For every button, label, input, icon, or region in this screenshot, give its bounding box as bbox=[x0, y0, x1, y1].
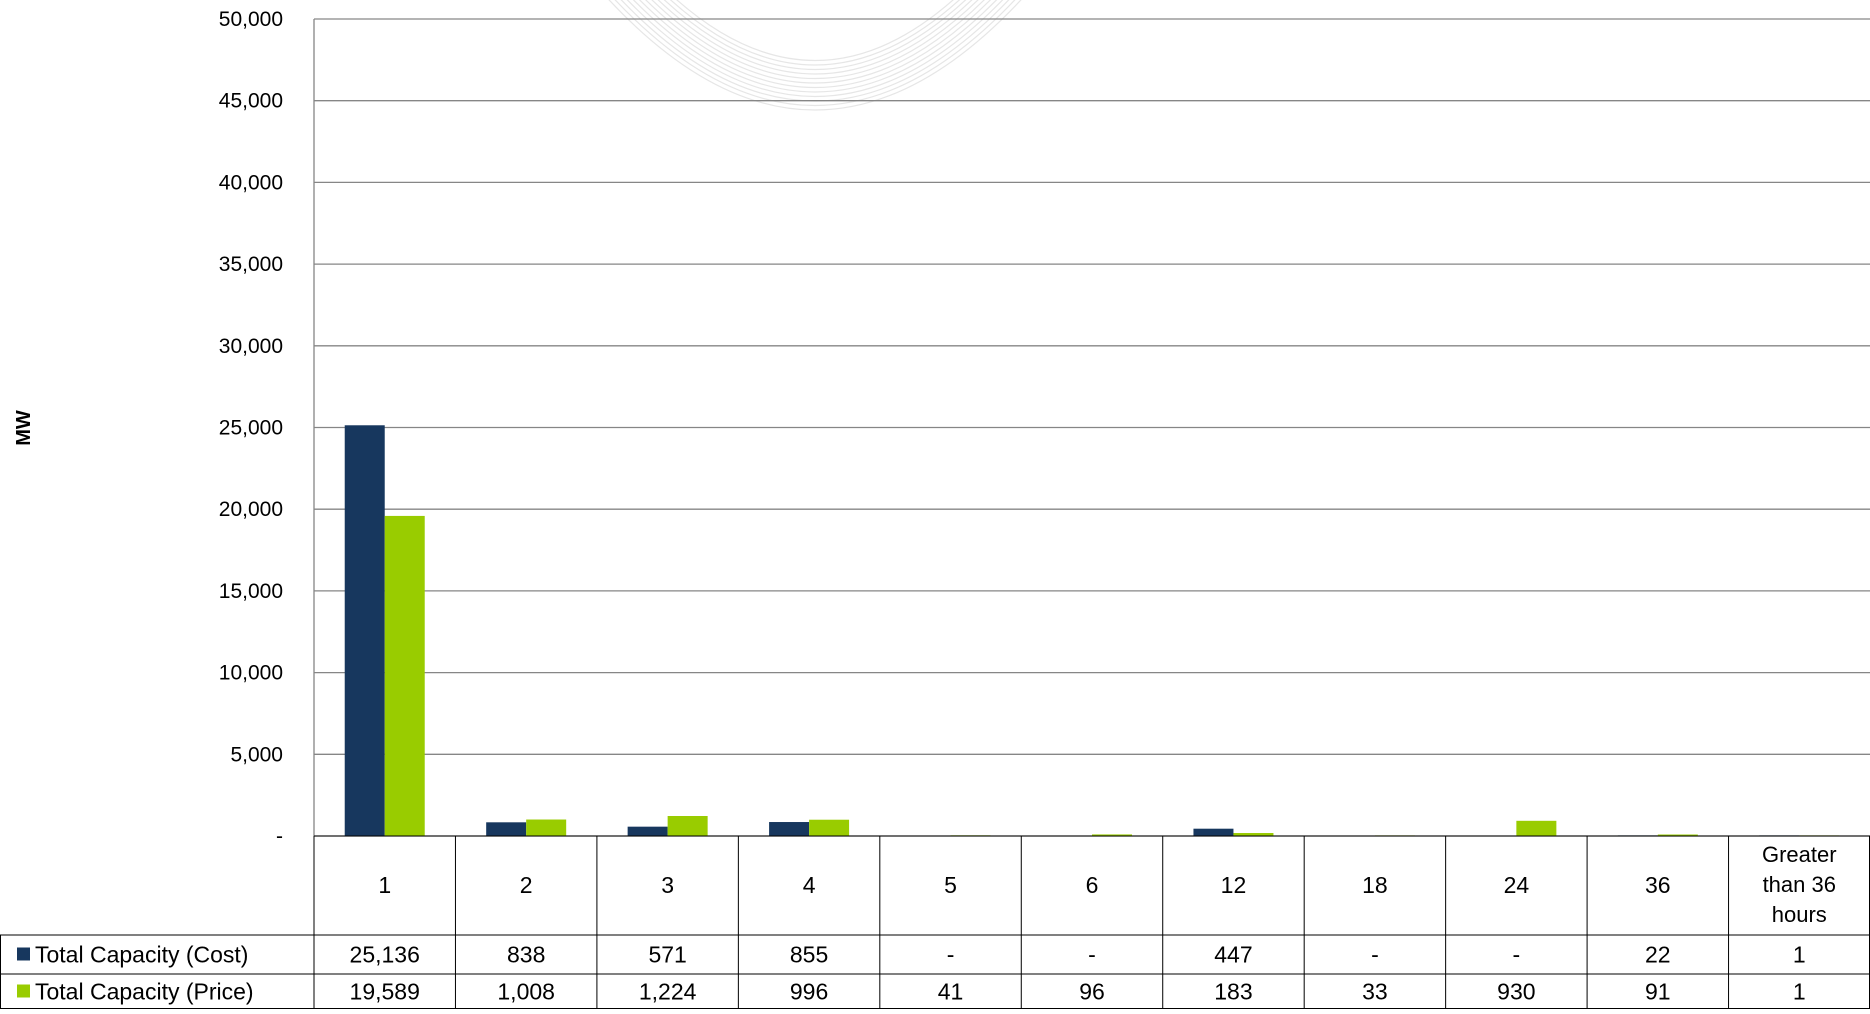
bar-price bbox=[1233, 833, 1274, 836]
watermark-arc bbox=[676, 0, 954, 62]
gridlines bbox=[313, 18, 1870, 837]
x-tick-label: 6 bbox=[1086, 872, 1099, 898]
data-label: 19,589 bbox=[350, 979, 420, 1005]
bar-price bbox=[1092, 834, 1132, 836]
legend-swatch bbox=[17, 984, 30, 998]
bar-price bbox=[1657, 834, 1698, 836]
bars bbox=[344, 425, 1840, 836]
watermark-arc bbox=[651, 0, 979, 80]
watermark-arc bbox=[669, 0, 961, 66]
data-label: - bbox=[1371, 942, 1379, 968]
data-label: - bbox=[1088, 942, 1096, 968]
watermark-arc bbox=[614, 0, 1016, 107]
bar-price bbox=[809, 819, 850, 836]
watermark-logo bbox=[608, 0, 1022, 111]
y-axis-label: MW bbox=[13, 410, 35, 446]
y-tick-label: 15,000 bbox=[219, 580, 283, 603]
data-label: 838 bbox=[507, 942, 545, 968]
x-tick-label: 18 bbox=[1362, 872, 1388, 898]
y-tick-label: 20,000 bbox=[219, 498, 283, 521]
x-tick-label: 36 bbox=[1645, 872, 1671, 898]
data-label: 91 bbox=[1645, 979, 1671, 1005]
y-tick-label: 45,000 bbox=[219, 90, 283, 113]
legend-label: Total Capacity (Price) bbox=[35, 979, 254, 1005]
x-tick-label: 1 bbox=[378, 872, 391, 898]
x-tick-label: 5 bbox=[944, 872, 957, 898]
legend-label: Total Capacity (Cost) bbox=[35, 942, 248, 968]
x-tick-label: 24 bbox=[1504, 872, 1530, 898]
x-tick-label: 12 bbox=[1221, 872, 1247, 898]
data-label: 855 bbox=[790, 942, 828, 968]
y-tick-label: 50,000 bbox=[219, 8, 283, 31]
y-tick-label: 35,000 bbox=[219, 253, 283, 276]
watermark-arc bbox=[645, 0, 985, 84]
y-axis-ticks: - 5,000 10,000 15,000 20,000 25,000 30,000 35,0… bbox=[219, 8, 283, 848]
bar-cost bbox=[1193, 828, 1234, 836]
y-tick-label: 30,000 bbox=[219, 335, 283, 358]
data-label: 1 bbox=[1793, 979, 1806, 1005]
data-label: 1,224 bbox=[639, 979, 697, 1005]
watermark-arc bbox=[620, 0, 1010, 102]
y-tick-label: 5,000 bbox=[230, 743, 283, 766]
data-label: 41 bbox=[938, 979, 964, 1005]
data-label: 183 bbox=[1214, 979, 1252, 1005]
data-label: 571 bbox=[648, 942, 686, 968]
watermark-arc bbox=[639, 0, 991, 89]
watermark-arc bbox=[632, 0, 998, 93]
x-tick-label: Greater than 36 hours bbox=[1762, 842, 1837, 927]
bar-price bbox=[526, 819, 567, 836]
data-label: 447 bbox=[1214, 942, 1252, 968]
bar-cost bbox=[344, 425, 385, 836]
x-tick-label: 2 bbox=[520, 872, 533, 898]
data-label: 22 bbox=[1645, 942, 1671, 968]
y-tick-label: 10,000 bbox=[219, 662, 283, 685]
x-tick-label: 4 bbox=[803, 872, 816, 898]
bar-cost bbox=[769, 822, 810, 836]
data-label: 930 bbox=[1497, 979, 1535, 1005]
data-label: 33 bbox=[1362, 979, 1388, 1005]
data-label: 1 bbox=[1793, 942, 1806, 968]
y-tick-label: 40,000 bbox=[219, 171, 283, 194]
y-tick-label: - bbox=[276, 825, 283, 848]
data-label: - bbox=[947, 942, 955, 968]
watermark-arc bbox=[663, 0, 967, 70]
watermark-arc bbox=[626, 0, 1004, 97]
data-label: 96 bbox=[1079, 979, 1105, 1005]
y-tick-label: 25,000 bbox=[219, 417, 283, 440]
bar-cost bbox=[627, 826, 668, 836]
bar-cost bbox=[486, 822, 527, 836]
x-tick-label: 3 bbox=[661, 872, 674, 898]
data-label: 25,136 bbox=[350, 942, 420, 968]
data-label: 996 bbox=[790, 979, 828, 1005]
watermark-arc bbox=[657, 0, 973, 75]
bar-price bbox=[667, 815, 708, 836]
legend-swatch bbox=[17, 947, 30, 961]
bar-price bbox=[384, 515, 425, 836]
data-label: 1,008 bbox=[497, 979, 555, 1005]
watermark-arc bbox=[608, 0, 1022, 111]
bar-price bbox=[1516, 820, 1557, 836]
data-label: - bbox=[1513, 942, 1521, 968]
